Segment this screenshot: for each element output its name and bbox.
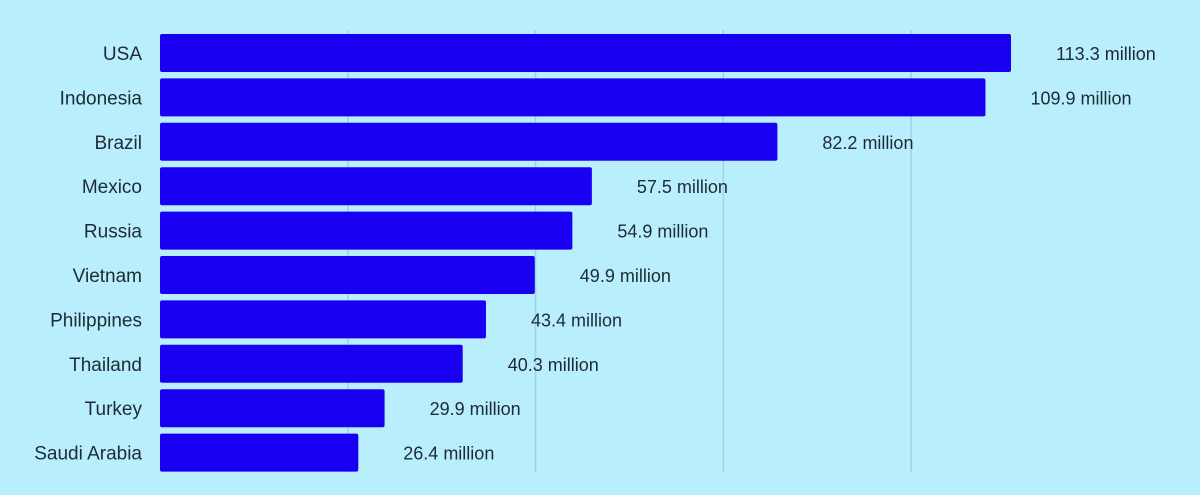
value-label: 40.3 million [508,355,599,375]
category-label: Russia [84,222,143,243]
category-label: Turkey [85,399,143,420]
bar-turkey [160,389,385,428]
value-label: 49.9 million [580,266,671,286]
value-label: 26.4 million [403,444,494,464]
value-label: 29.9 million [430,399,521,419]
bar-indonesia [160,78,986,117]
category-label: Saudi Arabia [34,444,142,465]
category-label: Brazil [94,133,142,154]
bar-philippines [160,300,486,339]
category-label: USA [103,44,142,65]
bar-thailand [160,344,463,383]
value-label: 43.4 million [531,310,622,330]
labels: USA 113.3 million Indonesia 109.9 million Br… [34,44,1155,465]
category-label: Indonesia [60,88,143,109]
bars [160,34,1011,472]
bar-mexico [160,167,592,206]
category-label: Thailand [69,355,142,376]
value-label: 57.5 million [637,177,728,197]
value-label: 109.9 million [1030,88,1131,108]
category-label: Vietnam [73,266,142,287]
bar-vietnam [160,256,535,294]
category-label: Philippines [50,310,142,331]
bar-russia [160,211,573,250]
value-label: 82.2 million [822,133,913,153]
bar-saudi-arabia [160,433,359,472]
value-label: 54.9 million [617,222,708,242]
category-label: Mexico [82,177,142,198]
bar-usa [160,34,1011,72]
bar-brazil [160,122,778,161]
value-label: 113.3 million [1056,44,1156,64]
